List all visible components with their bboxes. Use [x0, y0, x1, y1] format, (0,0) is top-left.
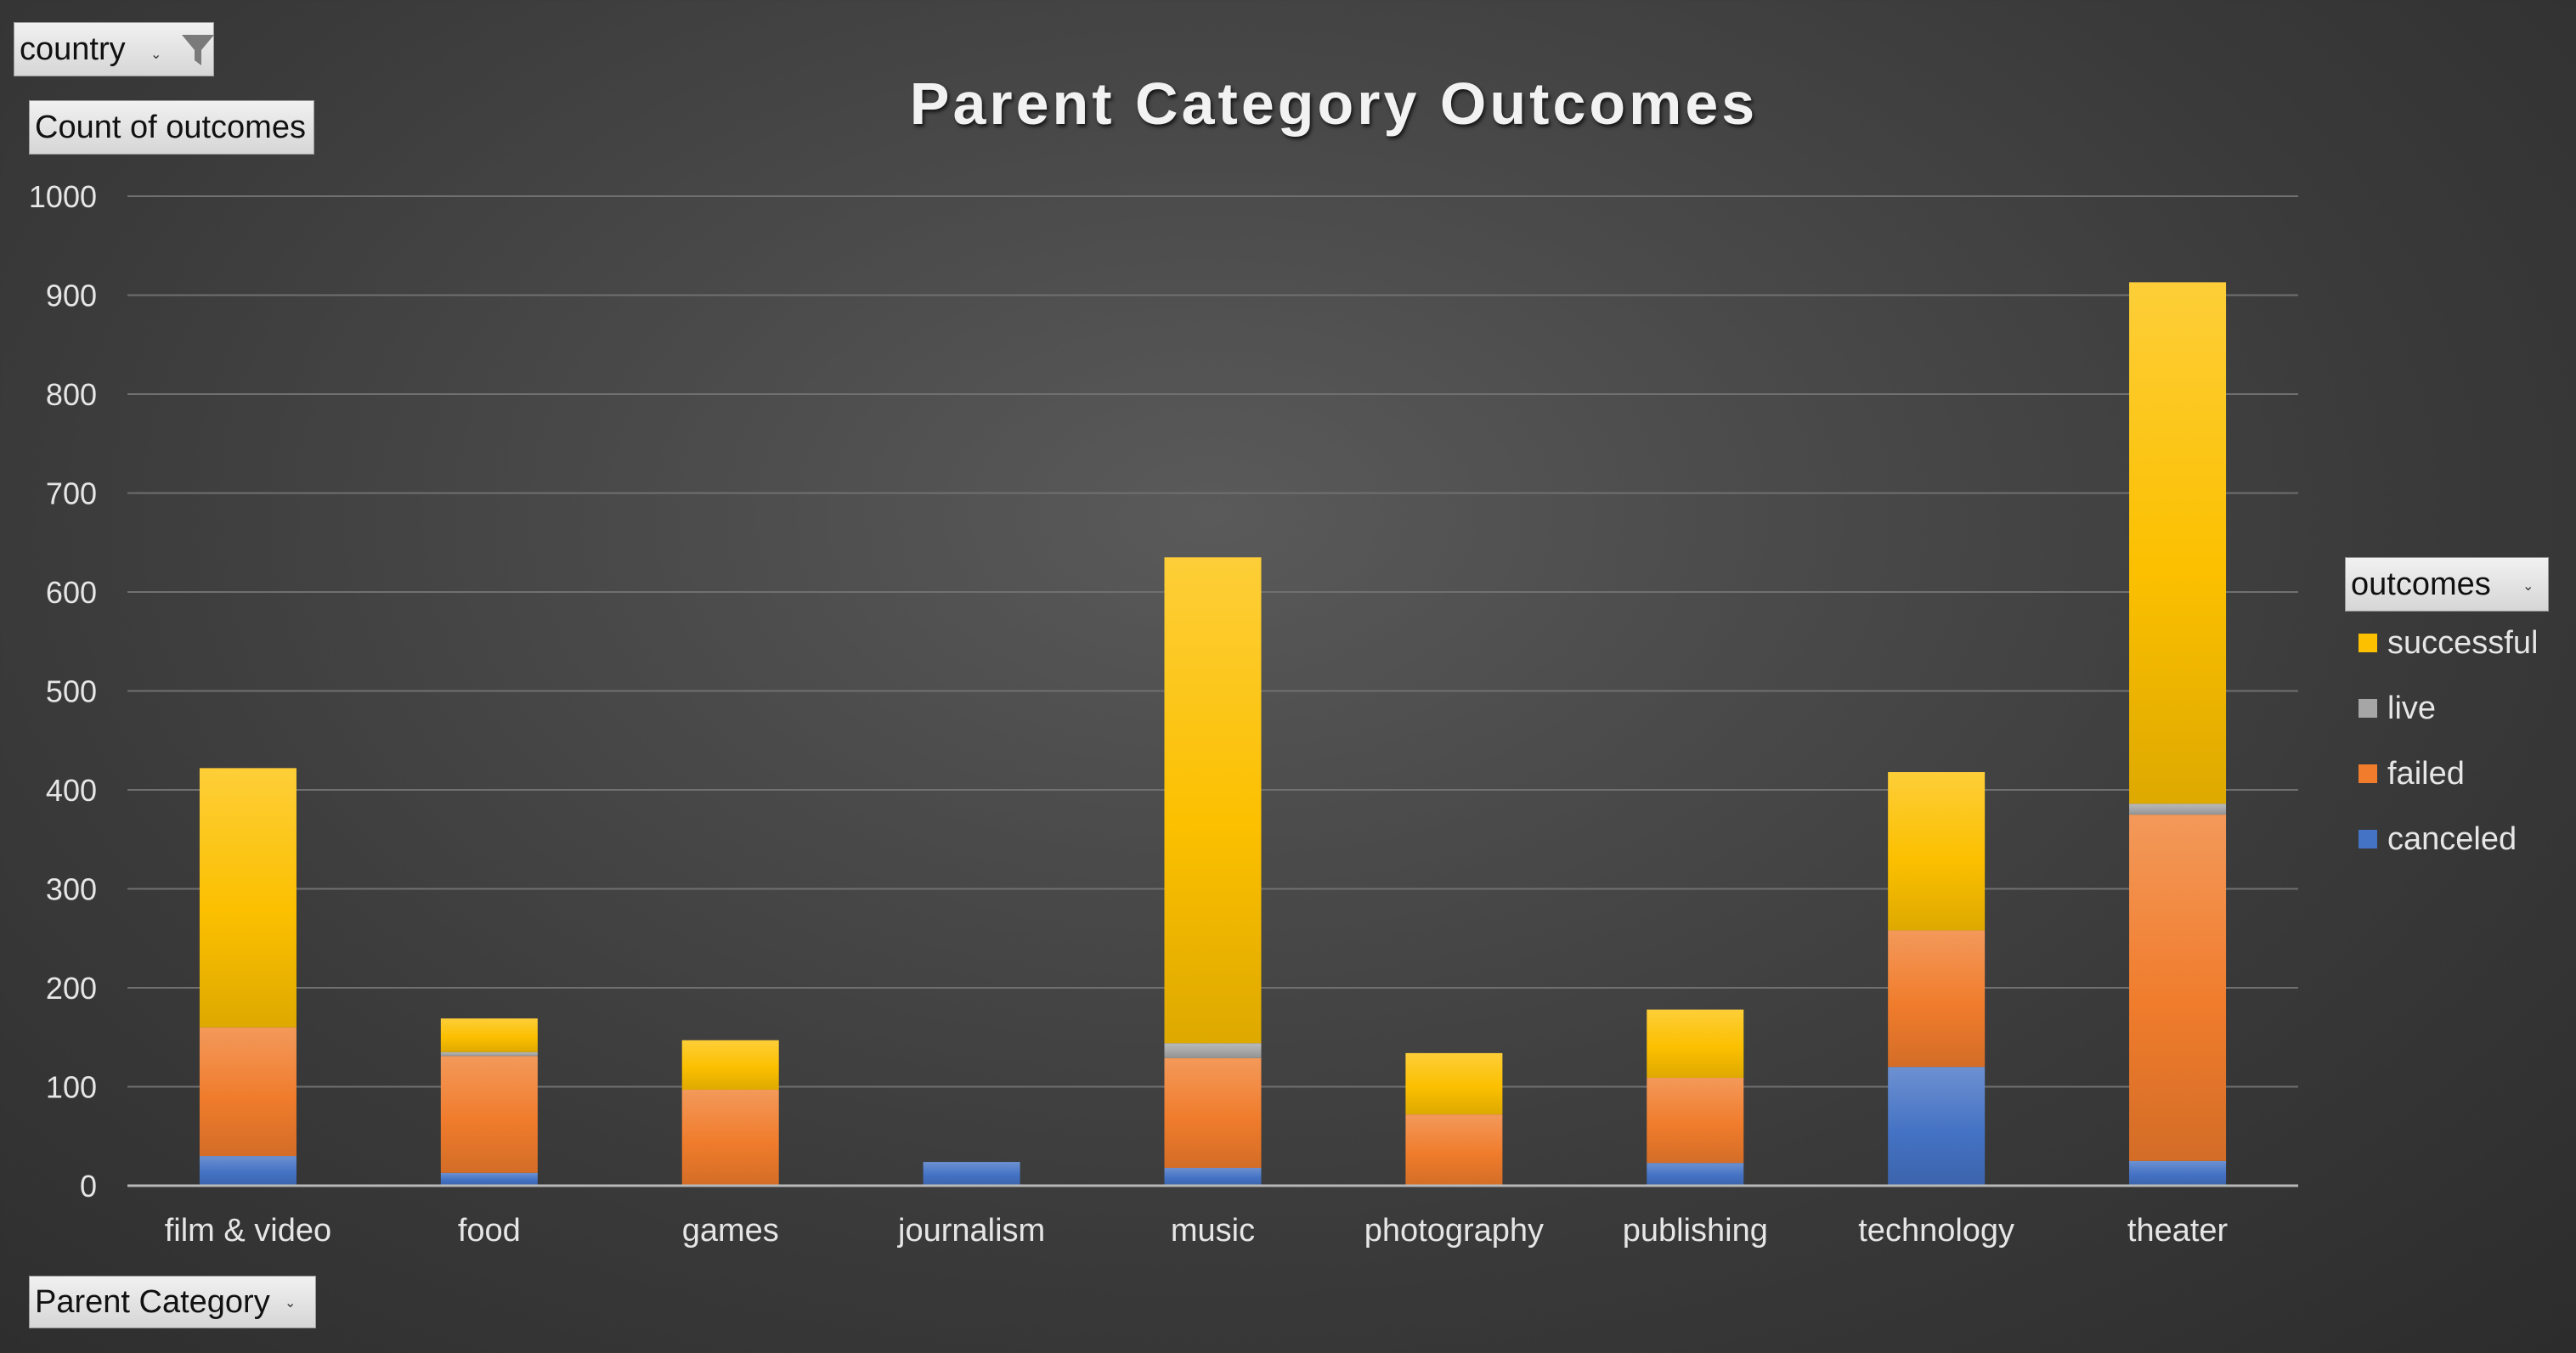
bar-segment-live[interactable] [1164, 1043, 1262, 1058]
value-field-label: Count of outcomes [35, 110, 306, 145]
bar-segment-canceled[interactable] [1888, 1067, 1986, 1186]
axis-field-label: Parent Category [35, 1284, 270, 1320]
x-tick-label: games [682, 1213, 779, 1249]
y-tick-label: 700 [46, 476, 97, 511]
x-tick-label: journalism [897, 1213, 1045, 1249]
bar-segment-successful[interactable] [1405, 1052, 1503, 1115]
bar-segment-failed[interactable] [440, 1056, 538, 1173]
dropdown-arrow-icon: ⌄ [285, 1296, 297, 1311]
legend-field-button[interactable]: outcomes ⌄ [2345, 557, 2549, 612]
legend-swatch [2359, 699, 2377, 718]
axis-field-button[interactable]: Parent Category ⌄ [29, 1276, 316, 1328]
bar-segment-failed[interactable] [1888, 930, 1986, 1068]
bar-segment-canceled[interactable] [1647, 1163, 1744, 1186]
bar-segment-canceled[interactable] [923, 1162, 1020, 1186]
bar-segment-canceled[interactable] [1164, 1168, 1262, 1186]
legend-label: live [2387, 690, 2437, 726]
bar-segment-canceled[interactable] [440, 1172, 538, 1186]
x-tick-label: music [1171, 1213, 1255, 1249]
y-tick-label: 800 [46, 377, 97, 412]
x-tick-label: technology [1858, 1213, 2014, 1249]
value-field-button[interactable]: Count of outcomes [29, 100, 314, 155]
y-tick-label: 0 [80, 1169, 97, 1204]
y-tick-label: 1000 [29, 179, 97, 214]
legend-label: canceled [2387, 820, 2517, 857]
legend-label: successful [2387, 624, 2539, 661]
bar-segment-failed[interactable] [1647, 1078, 1744, 1164]
bar-segment-successful[interactable] [681, 1040, 779, 1090]
legend-item-failed[interactable]: failed [2359, 753, 2465, 795]
legend-swatch [2359, 830, 2377, 848]
dropdown-arrow-icon: ⌄ [150, 48, 162, 62]
legend-item-successful[interactable]: successful [2359, 622, 2538, 664]
y-tick-label: 600 [46, 575, 97, 610]
legend-field-label: outcomes [2351, 567, 2491, 602]
y-tick-label: 100 [46, 1070, 97, 1105]
chart-title: Parent Category Outcomes [909, 70, 1759, 137]
country-filter-label: country [20, 31, 126, 67]
bar-segment-successful[interactable] [1164, 557, 1262, 1044]
bar-segment-live[interactable] [440, 1051, 538, 1057]
bar-segment-successful[interactable] [1888, 772, 1986, 931]
y-tick-label: 900 [46, 279, 97, 313]
x-tick-label: photography [1364, 1213, 1544, 1249]
bar-segment-canceled[interactable] [2129, 1160, 2227, 1186]
y-tick-label: 200 [46, 971, 97, 1006]
bar-segment-failed[interactable] [1405, 1114, 1503, 1186]
funnel-icon[interactable] [179, 31, 217, 69]
bar-segment-failed[interactable] [1164, 1057, 1262, 1169]
y-tick-label: 500 [46, 674, 97, 709]
x-tick-label: publishing [1623, 1213, 1768, 1249]
legend-swatch [2359, 764, 2377, 783]
bar-segment-failed[interactable] [2129, 815, 2227, 1161]
x-tick-label: film & video [165, 1213, 331, 1249]
bar-segment-live[interactable] [2129, 803, 2227, 815]
country-filter-button[interactable]: country ⌄ [14, 22, 214, 76]
y-tick-label: 300 [46, 872, 97, 907]
legend-label: failed [2387, 755, 2465, 792]
bar-segment-successful[interactable] [440, 1018, 538, 1052]
x-tick-label: theater [2127, 1213, 2229, 1249]
bar-segment-successful[interactable] [1647, 1009, 1744, 1079]
legend-item-live[interactable]: live [2359, 687, 2436, 730]
bar-segment-failed[interactable] [681, 1089, 779, 1186]
dropdown-arrow-icon: ⌄ [2522, 579, 2534, 594]
legend-item-canceled[interactable]: canceled [2359, 818, 2517, 860]
bar-segment-failed[interactable] [199, 1027, 297, 1157]
bar-segment-successful[interactable] [199, 768, 297, 1028]
bar-segment-canceled[interactable] [199, 1156, 297, 1186]
x-tick-label: food [458, 1213, 521, 1249]
y-tick-label: 400 [46, 773, 97, 808]
legend-swatch [2359, 634, 2377, 652]
bar-segment-successful[interactable] [2129, 282, 2227, 804]
